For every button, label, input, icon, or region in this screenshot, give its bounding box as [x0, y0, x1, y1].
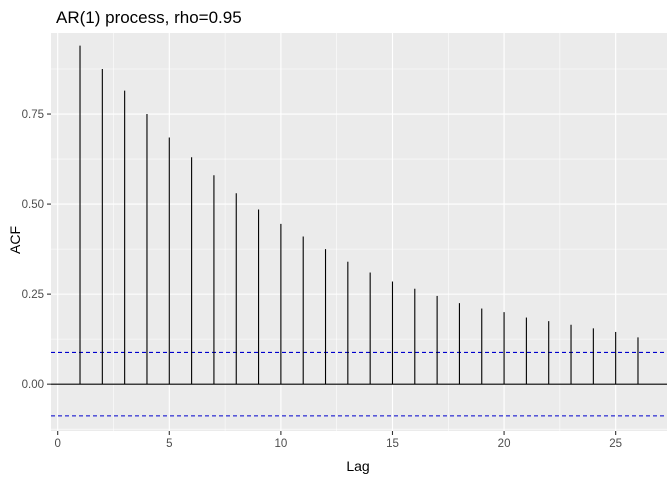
- y-axis-title: ACF: [7, 226, 23, 254]
- x-axis-title: Lag: [346, 458, 369, 474]
- x-tick-label: 0: [54, 438, 60, 450]
- acf-bars: [79, 45, 639, 385]
- plot-panel: [51, 33, 667, 431]
- minor-grid: [51, 33, 667, 431]
- x-tick-label: 15: [386, 438, 399, 450]
- x-tick-label: 25: [609, 438, 622, 450]
- y-tick-label: 0.75: [22, 109, 44, 121]
- y-tick-label: 0.00: [22, 379, 44, 391]
- y-axis: 0.00 0.25 0.50 0.75: [22, 109, 51, 391]
- y-tick-label: 0.50: [22, 199, 44, 211]
- x-tick-label: 5: [166, 438, 172, 450]
- x-tick-label: 20: [498, 438, 511, 450]
- y-tick-label: 0.25: [22, 289, 44, 301]
- x-axis: 0 5 10 15 20 25: [54, 431, 622, 450]
- chart-title: AR(1) process, rho=0.95: [56, 8, 242, 27]
- x-tick-label: 10: [274, 438, 287, 450]
- confidence-bounds: [51, 351, 667, 417]
